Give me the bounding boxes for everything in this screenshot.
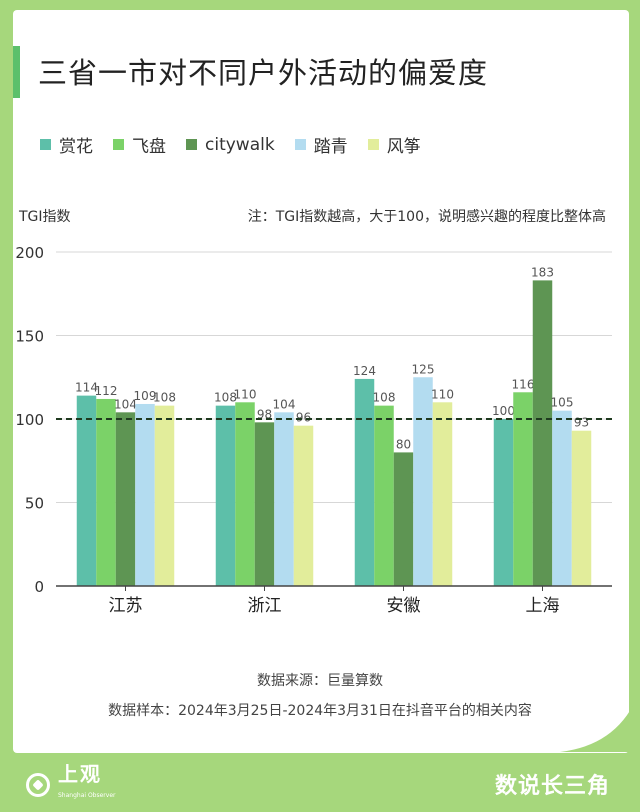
data-label: 100	[492, 404, 515, 418]
brand-logo: 上观 Shanghai Observer	[26, 764, 115, 806]
legend-item: 飞盘	[113, 132, 166, 157]
legend-swatch	[294, 139, 306, 150]
legend-label: 赏花	[59, 137, 93, 157]
data-label: 110	[431, 387, 454, 401]
data-label: 104	[114, 397, 137, 411]
y-tick-label: 100	[15, 411, 44, 429]
legend-swatch	[40, 139, 51, 150]
bar	[571, 430, 592, 586]
data-label: 114	[75, 381, 98, 395]
bar	[354, 378, 375, 586]
bar	[115, 412, 136, 586]
legend-label: 风筝	[386, 137, 421, 157]
data-source: 数据来源：巨量算数	[257, 673, 383, 689]
data-label: 105	[551, 396, 574, 410]
bar	[215, 405, 236, 586]
bar	[96, 398, 116, 586]
legend-item: 赏花	[40, 132, 93, 157]
data-label: 125	[412, 362, 435, 376]
title-accent-bar	[13, 46, 20, 98]
x-tick-label: 浙江	[248, 596, 282, 616]
bar	[513, 392, 533, 586]
bar	[293, 425, 314, 586]
x-tick-label: 上海	[526, 596, 560, 616]
bar	[274, 412, 294, 586]
logo-text: 上观	[58, 762, 102, 786]
bar	[76, 395, 97, 586]
bar	[393, 452, 414, 586]
legend-item: 风筝	[367, 132, 421, 157]
bar	[552, 410, 572, 586]
legend-label: 飞盘	[132, 137, 166, 157]
data-label: 108	[214, 391, 237, 405]
data-label: 109	[134, 389, 157, 403]
data-label: 108	[373, 391, 396, 405]
data-label: 104	[273, 397, 296, 411]
bar	[254, 422, 275, 586]
chart-title: 三省一市对不同户外活动的偏爱度	[38, 56, 489, 90]
bar	[532, 280, 553, 586]
chart-card	[13, 10, 629, 753]
brand-name: 数说长三角	[494, 773, 610, 799]
chart-note: 注：TGI指数越高，大于100，说明感兴趣的程度比整体高	[247, 209, 606, 225]
data-label: 96	[296, 411, 311, 425]
y-axis-label: TGI指数	[19, 209, 71, 225]
bar	[154, 405, 175, 586]
data-sample: 数据样本：2024年3月25日-2024年3月31日在抖音平台的相关内容	[108, 703, 532, 719]
logo-icon	[26, 773, 50, 797]
legend-swatch	[113, 139, 124, 150]
bar	[413, 377, 433, 586]
chart-legend: 赏花 飞盘 citywalk 踏青 风筝	[40, 132, 441, 157]
bar	[374, 405, 394, 586]
legend-swatch	[186, 139, 197, 150]
bar-chart: 050100150200114112104109108江苏10811098104…	[15, 244, 612, 616]
data-label: 98	[257, 407, 272, 421]
data-label: 108	[153, 391, 176, 405]
data-label: 183	[531, 265, 554, 279]
data-label: 80	[396, 437, 411, 451]
bar	[135, 403, 155, 586]
legend-label: 踏青	[313, 137, 348, 157]
x-tick-label: 安徽	[387, 596, 421, 616]
legend-label: citywalk	[205, 134, 275, 155]
y-tick-label: 0	[34, 578, 44, 596]
data-label: 110	[234, 387, 257, 401]
y-tick-label: 200	[15, 244, 44, 262]
y-tick-label: 150	[15, 328, 44, 346]
data-label: 124	[353, 364, 376, 378]
data-label: 93	[574, 416, 589, 430]
legend-item: 踏青	[294, 132, 348, 157]
y-tick-label: 50	[25, 495, 44, 513]
bar	[235, 402, 255, 586]
logo-subtext: Shanghai Observer	[58, 792, 116, 799]
bar	[432, 402, 453, 586]
data-label: 116	[512, 377, 535, 391]
legend-swatch	[367, 139, 379, 150]
data-label: 112	[95, 384, 118, 398]
x-tick-label: 江苏	[109, 596, 143, 616]
bar	[493, 419, 514, 586]
legend-item: citywalk	[186, 132, 275, 157]
